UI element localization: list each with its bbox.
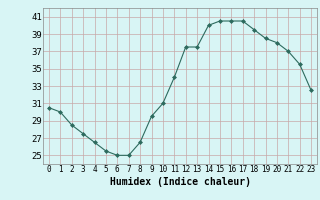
X-axis label: Humidex (Indice chaleur): Humidex (Indice chaleur) [109,177,251,187]
